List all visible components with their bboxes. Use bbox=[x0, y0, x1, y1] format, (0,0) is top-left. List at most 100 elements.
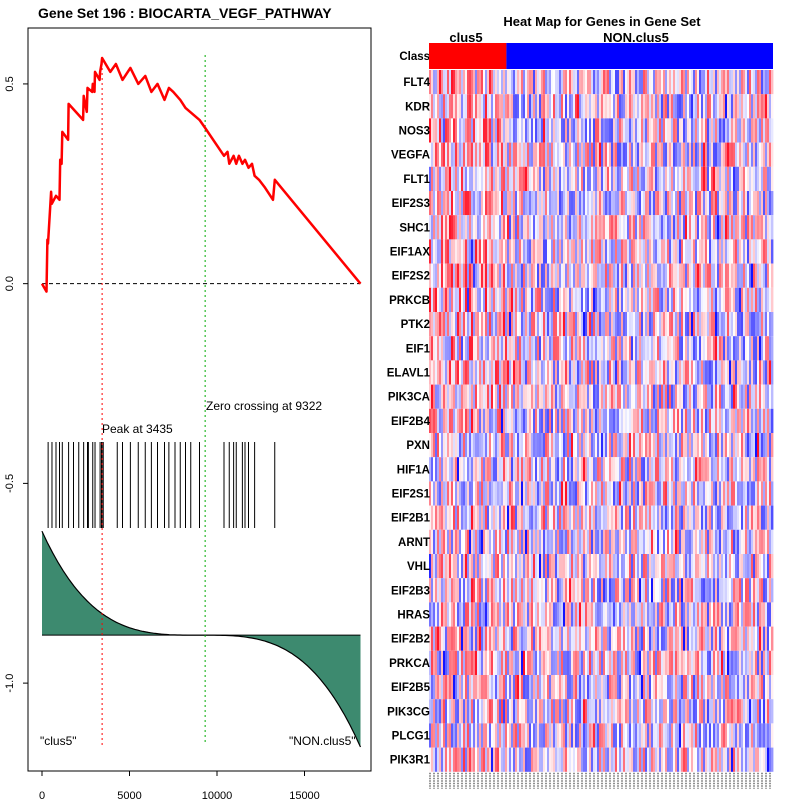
heatmap-cell bbox=[457, 675, 460, 700]
heatmap-cell bbox=[513, 505, 516, 530]
heatmap-cell bbox=[575, 118, 578, 143]
heatmap-cell bbox=[507, 215, 510, 240]
heatmap-cell bbox=[519, 263, 522, 288]
heatmap-cell bbox=[481, 408, 484, 433]
heatmap-cell bbox=[521, 675, 524, 700]
heatmap-cell bbox=[527, 215, 530, 240]
heatmap-cell bbox=[681, 699, 684, 724]
heatmap-cell bbox=[579, 481, 582, 506]
heatmap-cell bbox=[581, 239, 584, 264]
heatmap-cell bbox=[519, 505, 522, 530]
heatmap-cell bbox=[761, 263, 764, 288]
heatmap-cell bbox=[597, 699, 600, 724]
heatmap-cell bbox=[563, 457, 566, 482]
heatmap-cell bbox=[473, 675, 476, 700]
heatmap-cell bbox=[759, 94, 762, 119]
heatmap-cell bbox=[575, 384, 578, 409]
heatmap-cell bbox=[529, 723, 532, 748]
heatmap-cell bbox=[545, 529, 548, 554]
heatmap-cell bbox=[449, 529, 452, 554]
heatmap-cell bbox=[679, 505, 682, 530]
heatmap-cell bbox=[593, 675, 596, 700]
heatmap-cell bbox=[599, 94, 602, 119]
heatmap-cell bbox=[573, 578, 576, 603]
heatmap-cell bbox=[569, 433, 572, 458]
heatmap-cell bbox=[663, 578, 666, 603]
heatmap-cell bbox=[687, 312, 690, 337]
heatmap-cell bbox=[659, 699, 662, 724]
heatmap-cell bbox=[715, 94, 718, 119]
heatmap-cell bbox=[549, 578, 552, 603]
heatmap-cell bbox=[573, 384, 576, 409]
heatmap-cell bbox=[699, 578, 702, 603]
heatmap-cell bbox=[747, 481, 750, 506]
heatmap-cell bbox=[695, 457, 698, 482]
y-axis: -1.0-0.50.00.5 bbox=[4, 76, 28, 693]
heatmap-cell bbox=[701, 408, 704, 433]
heatmap-cell bbox=[565, 94, 568, 119]
heatmap-cell bbox=[743, 626, 746, 651]
heatmap-cell bbox=[755, 336, 758, 361]
heatmap-cell bbox=[667, 142, 670, 167]
heatmap-cell bbox=[751, 312, 754, 337]
heatmap-cell bbox=[719, 578, 722, 603]
heatmap-cell bbox=[553, 650, 556, 675]
heatmap-cell bbox=[669, 675, 672, 700]
heatmap-cell bbox=[683, 578, 686, 603]
heatmap-cell bbox=[765, 626, 768, 651]
class-bar-group1 bbox=[429, 43, 507, 69]
heatmap-cell bbox=[565, 554, 568, 579]
heatmap-cell bbox=[431, 360, 434, 385]
heatmap-cell bbox=[647, 578, 650, 603]
heatmap-cell bbox=[575, 215, 578, 240]
heatmap-cell bbox=[623, 481, 626, 506]
heatmap-cell bbox=[723, 118, 726, 143]
heatmap-cell bbox=[473, 312, 476, 337]
heatmap-cell bbox=[657, 481, 660, 506]
heatmap-cell bbox=[501, 723, 504, 748]
heatmap-cell bbox=[439, 191, 442, 216]
heatmap-cell bbox=[537, 505, 540, 530]
heatmap-cell bbox=[575, 747, 578, 772]
heatmap-cell bbox=[443, 408, 446, 433]
heatmap-cell bbox=[593, 602, 596, 627]
heatmap-cell bbox=[701, 239, 704, 264]
heatmap-cell bbox=[657, 142, 660, 167]
heatmap-cell bbox=[477, 142, 480, 167]
heatmap-cell bbox=[457, 263, 460, 288]
heatmap-cell bbox=[733, 263, 736, 288]
heatmap-cell bbox=[563, 723, 566, 748]
heatmap-cell bbox=[539, 554, 542, 579]
heatmap-cell bbox=[543, 650, 546, 675]
heatmap-cell bbox=[565, 360, 568, 385]
heatmap-cell bbox=[659, 554, 662, 579]
heatmap-cell bbox=[699, 166, 702, 191]
heatmap-cell bbox=[665, 408, 668, 433]
heatmap-cell bbox=[755, 70, 758, 95]
heatmap-cell bbox=[539, 360, 542, 385]
heatmap-cell bbox=[727, 312, 730, 337]
heatmap-cell bbox=[489, 118, 492, 143]
heatmap-cell bbox=[679, 94, 682, 119]
heatmap-cell bbox=[487, 94, 490, 119]
heatmap-cell bbox=[707, 336, 710, 361]
heatmap-cell bbox=[695, 675, 698, 700]
heatmap-cell bbox=[471, 408, 474, 433]
heatmap-cell bbox=[537, 360, 540, 385]
heatmap-cell bbox=[597, 239, 600, 264]
heatmap-cell bbox=[553, 336, 556, 361]
heatmap-cell bbox=[635, 70, 638, 95]
heatmap-cell bbox=[639, 263, 642, 288]
heatmap-cell bbox=[561, 263, 564, 288]
heatmap-cell bbox=[619, 699, 622, 724]
heatmap-cell bbox=[475, 699, 478, 724]
heatmap-cell bbox=[509, 723, 512, 748]
heatmap-cell bbox=[769, 578, 772, 603]
heatmap-cell bbox=[471, 723, 474, 748]
heatmap-cell bbox=[451, 118, 454, 143]
heatmap-cell bbox=[711, 457, 714, 482]
heatmap-cell bbox=[437, 578, 440, 603]
heatmap-cell bbox=[527, 675, 530, 700]
y-tick-label: -0.5 bbox=[4, 474, 16, 493]
heatmap-cell bbox=[451, 263, 454, 288]
